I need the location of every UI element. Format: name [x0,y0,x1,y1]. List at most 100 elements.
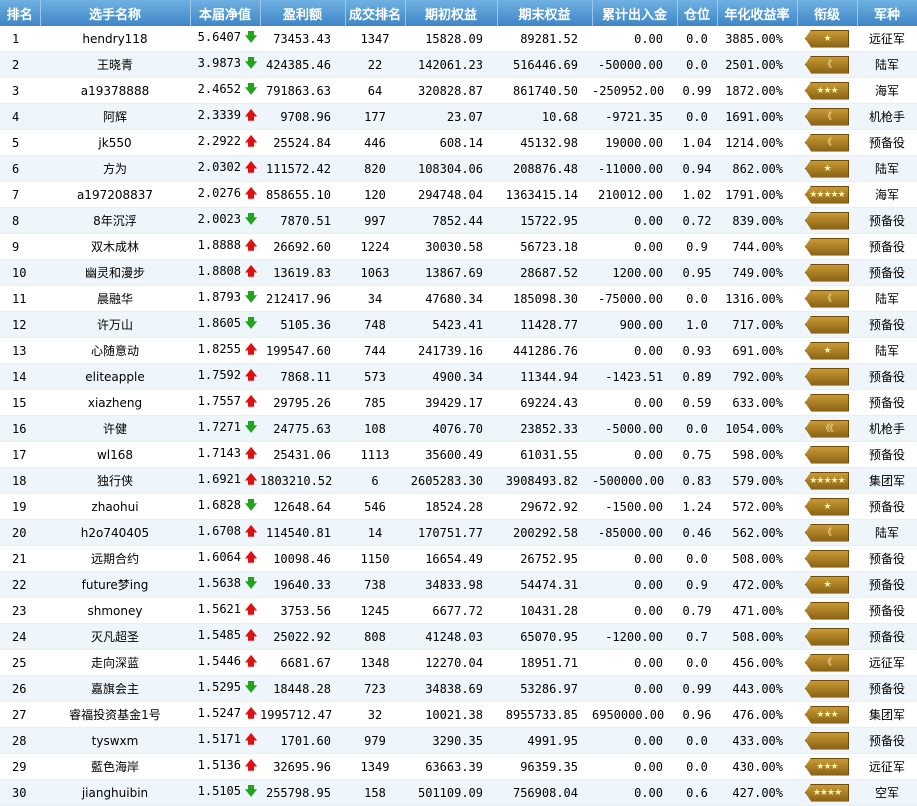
table-row: 2 王晓青 3.9873 🡇 424385.46 22 142061.23 516446.69… [0,51,917,78]
col-header-military-rank[interactable]: 衔级 [797,0,858,26]
begin-equity-cell: 501109.09 [405,779,497,806]
player-name-link[interactable]: tyswxm [40,727,190,754]
col-header-trade-rank[interactable]: 成交排名 [345,0,406,26]
end-equity-cell: 441286.76 [497,337,592,364]
col-header-position[interactable]: 仓位 [677,0,718,26]
player-name-link[interactable]: hendry118 [40,26,190,52]
military-rank-cell: ★★★ [797,753,857,780]
player-name-link[interactable]: 王晓青 [40,51,190,78]
player-name-link[interactable]: 独行侠 [40,467,190,494]
end-equity-cell: 200292.58 [497,519,592,546]
end-equity-cell: 4991.95 [497,727,592,754]
player-name-link[interactable]: 走向深蓝 [40,649,190,676]
profit-cell: 25524.84 [260,129,345,156]
rank-cell: 8 [0,207,40,234]
rank-badge-icon: 《 [805,653,849,672]
player-name-link[interactable]: jianghuibin [40,779,190,806]
net-value: 1.5105 [197,784,241,798]
player-name-link[interactable]: future梦ing [40,571,190,598]
player-name-link[interactable]: jk550 [40,129,190,156]
annual-return-cell: 1214.00% [717,129,797,156]
rank-cell: 27 [0,701,40,728]
table-row: 20 h2o740405 1.6708 🡅 114540.81 14 170751.77 20… [0,519,917,546]
col-header-annual-return[interactable]: 年化收益率 [717,0,798,26]
arrow-up-icon: 🡅 [244,238,258,252]
profit-cell: 858655.10 [260,181,345,208]
annual-return-cell: 862.00% [717,155,797,182]
player-name-link[interactable]: 灭凡超圣 [40,623,190,650]
net-value: 1.8808 [197,264,241,278]
player-name-link[interactable]: 幽灵和漫步 [40,259,190,286]
col-header-branch[interactable]: 军种 [857,0,917,26]
begin-equity-cell: 35600.49 [405,441,497,468]
begin-equity-cell: 13867.69 [405,259,497,286]
col-header-end-equity[interactable]: 期末权益 [497,0,593,26]
net-value: 2.2922 [197,134,241,148]
player-name-link[interactable]: 远期合约 [40,545,190,572]
player-name-link[interactable]: 8年沉浮 [40,207,190,234]
trade-rank-cell: 64 [345,77,405,104]
net-value: 1.5621 [197,602,241,616]
net-value: 3.9873 [197,56,241,70]
rank-cell: 1 [0,26,40,52]
end-equity-cell: 756908.04 [497,779,592,806]
col-header-net-value[interactable]: 本届净值 [190,0,261,26]
player-name-link[interactable]: h2o740405 [40,519,190,546]
military-rank-cell [797,311,857,338]
rank-badge-icon: ★ [805,575,849,594]
rank-badge-icon: ★★★★ [805,783,849,802]
player-name-link[interactable]: 阿辉 [40,103,190,130]
arrow-up-icon: 🡅 [244,342,258,356]
player-name-link[interactable]: 嘉旗会主 [40,675,190,702]
net-value: 5.6407 [197,30,241,44]
player-name-link[interactable]: 晨融华 [40,285,190,312]
col-header-profit[interactable]: 盈利额 [260,0,346,26]
arrow-up-icon: 🡅 [244,628,258,642]
rank-cell: 7 [0,181,40,208]
cash-flow-cell: -250952.00 [592,77,677,104]
player-name-link[interactable]: xiazheng [40,389,190,416]
col-header-cash-flow[interactable]: 累计出入金 [592,0,678,26]
begin-equity-cell: 16654.49 [405,545,497,572]
player-name-link[interactable]: 方为 [40,155,190,182]
player-name-link[interactable]: 藍色海岸 [40,753,190,780]
col-header-begin-equity[interactable]: 期初权益 [405,0,498,26]
position-cell: 0.0 [677,649,717,676]
position-cell: 1.0 [677,311,717,338]
rank-badge-icon [805,549,849,568]
player-name-link[interactable]: wl168 [40,441,190,468]
trade-rank-cell: 108 [345,415,405,442]
position-cell: 1.02 [677,181,717,208]
rank-cell: 30 [0,779,40,806]
position-cell: 0.83 [677,467,717,494]
profit-cell: 3753.56 [260,597,345,624]
military-rank-cell [797,259,857,286]
player-name-link[interactable]: 许万山 [40,311,190,338]
player-name-link[interactable]: 双木成林 [40,233,190,260]
player-name-link[interactable]: a197208837 [40,181,190,208]
profit-cell: 25431.06 [260,441,345,468]
player-name-link[interactable]: a19378888 [40,77,190,104]
begin-equity-cell: 4900.34 [405,363,497,390]
player-name-link[interactable]: 许健 [40,415,190,442]
rank-badge-icon: ★ [805,341,849,360]
net-value-cell: 1.7557 🡅 [190,389,260,416]
col-header-player-name[interactable]: 选手名称 [40,0,191,26]
player-name-link[interactable]: shmoney [40,597,190,624]
rank-cell: 17 [0,441,40,468]
player-name-link[interactable]: eliteapple [40,363,190,390]
begin-equity-cell: 15828.09 [405,26,497,52]
military-rank-cell: 《 [797,103,857,130]
rank-badge-icon [805,445,849,464]
player-name-link[interactable]: 心随意动 [40,337,190,364]
annual-return-cell: 562.00% [717,519,797,546]
table-row: 11 晨融华 1.8793 🡇 212417.96 34 47680.34 185098.30… [0,285,917,312]
player-name-link[interactable]: zhaohui [40,493,190,520]
begin-equity-cell: 39429.17 [405,389,497,416]
trade-rank-cell: 738 [345,571,405,598]
annual-return-cell: 839.00% [717,207,797,234]
profit-cell: 1701.60 [260,727,345,754]
col-header-rank[interactable]: 排名 [0,0,41,26]
player-name-link[interactable]: 睿福投资基金1号 [40,701,190,728]
rank-badge-icon [805,679,849,698]
